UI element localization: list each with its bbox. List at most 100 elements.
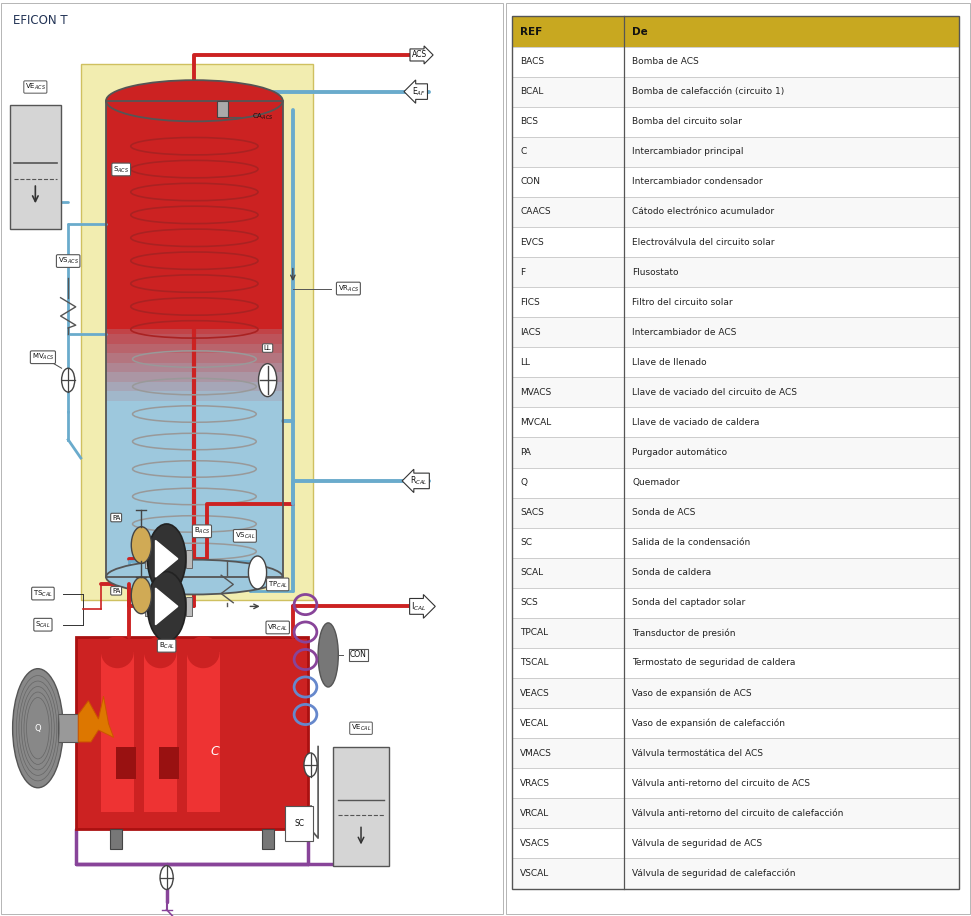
Bar <box>144 652 177 812</box>
Bar <box>106 370 283 382</box>
Text: VEACS: VEACS <box>520 689 550 698</box>
Bar <box>106 399 283 410</box>
Bar <box>285 806 313 841</box>
Bar <box>512 708 959 738</box>
Bar <box>512 497 959 528</box>
Bar <box>512 317 959 347</box>
Text: BCAL: BCAL <box>520 87 544 96</box>
Text: Bomba del circuito solar: Bomba del circuito solar <box>632 117 742 126</box>
Text: Válvula anti-retorno del circuito de calefacción: Válvula anti-retorno del circuito de cal… <box>632 809 844 818</box>
Bar <box>512 799 959 828</box>
Bar <box>261 829 274 849</box>
Bar <box>512 77 959 106</box>
Bar <box>76 637 308 829</box>
Bar <box>512 136 959 167</box>
Text: F: F <box>520 267 525 277</box>
Circle shape <box>148 572 185 641</box>
Text: EVCS: EVCS <box>520 237 544 246</box>
Text: Válvula de seguridad de calefacción: Válvula de seguridad de calefacción <box>632 868 795 878</box>
Bar <box>186 652 219 812</box>
Text: C: C <box>520 147 526 157</box>
Text: Bomba de calefacción (circuito 1): Bomba de calefacción (circuito 1) <box>632 87 785 96</box>
Text: Flusostato: Flusostato <box>632 267 679 277</box>
Text: Filtro del circuito solar: Filtro del circuito solar <box>632 298 733 307</box>
Text: SCS: SCS <box>520 598 538 607</box>
Bar <box>106 313 283 324</box>
Bar <box>106 377 283 577</box>
Bar <box>218 101 228 117</box>
Bar <box>512 167 959 197</box>
Bar <box>106 380 283 391</box>
Text: VE$_{ACS}$: VE$_{ACS}$ <box>25 82 46 93</box>
Text: CON: CON <box>520 178 540 186</box>
Text: Termostato de seguridad de caldera: Termostato de seguridad de caldera <box>632 659 795 668</box>
Bar <box>185 550 192 568</box>
Text: CA$_{ACS}$: CA$_{ACS}$ <box>252 112 274 123</box>
Ellipse shape <box>13 669 63 788</box>
Bar <box>512 467 959 497</box>
Bar <box>146 597 151 616</box>
Bar <box>106 101 283 577</box>
Bar <box>146 550 151 568</box>
Text: TP$_{CAL}$: TP$_{CAL}$ <box>268 579 287 590</box>
Text: B$_{ACS}$: B$_{ACS}$ <box>193 526 211 537</box>
Text: VR$_{CAL}$: VR$_{CAL}$ <box>267 622 288 633</box>
Text: IACS: IACS <box>520 328 541 337</box>
Bar <box>117 747 136 779</box>
Text: Bomba de ACS: Bomba de ACS <box>632 57 699 66</box>
Text: Q: Q <box>35 724 41 733</box>
Text: VMACS: VMACS <box>520 748 552 758</box>
Bar <box>512 678 959 708</box>
Bar <box>512 47 959 77</box>
Text: Purgador automático: Purgador automático <box>632 448 727 457</box>
Text: VECAL: VECAL <box>520 719 550 727</box>
Bar <box>110 829 122 849</box>
Text: Llave de vaciado de caldera: Llave de vaciado de caldera <box>632 418 759 427</box>
Text: ACS: ACS <box>412 50 426 60</box>
Bar <box>106 333 283 344</box>
Text: Sonda de ACS: Sonda de ACS <box>632 508 695 518</box>
Text: I$_{CAL}$: I$_{CAL}$ <box>412 600 427 613</box>
Text: Sonda de caldera: Sonda de caldera <box>632 568 712 577</box>
Text: Válvula anti-retorno del circuito de ACS: Válvula anti-retorno del circuito de ACS <box>632 779 810 788</box>
Bar <box>512 287 959 317</box>
Text: SACS: SACS <box>520 508 544 518</box>
Text: R$_{CAL}$: R$_{CAL}$ <box>411 474 428 487</box>
Text: VS$_{CAL}$: VS$_{CAL}$ <box>235 530 255 541</box>
Bar <box>512 227 959 257</box>
Circle shape <box>131 527 151 563</box>
Circle shape <box>148 524 185 594</box>
Bar <box>512 648 959 678</box>
Bar <box>10 105 60 229</box>
Bar <box>106 342 283 354</box>
Text: SC: SC <box>520 539 532 547</box>
Text: VRACS: VRACS <box>520 779 551 788</box>
Text: S$_{CAL}$: S$_{CAL}$ <box>35 619 50 630</box>
Bar <box>333 747 388 866</box>
Text: VE$_{CAL}$: VE$_{CAL}$ <box>351 723 371 734</box>
Text: Intercambiador condensador: Intercambiador condensador <box>632 178 763 186</box>
Text: PA: PA <box>112 588 120 594</box>
Circle shape <box>249 556 267 589</box>
Bar <box>512 16 959 47</box>
Text: TPCAL: TPCAL <box>520 628 549 638</box>
Bar <box>512 257 959 287</box>
Text: LL: LL <box>520 358 530 366</box>
Bar <box>512 347 959 377</box>
Text: De: De <box>632 27 648 37</box>
Bar <box>81 64 313 600</box>
Bar <box>512 738 959 769</box>
Text: CAACS: CAACS <box>520 207 551 216</box>
Text: SCAL: SCAL <box>520 568 544 577</box>
Bar <box>512 588 959 618</box>
Text: Quemador: Quemador <box>632 478 680 487</box>
Bar <box>106 352 283 363</box>
Bar <box>106 389 283 401</box>
Polygon shape <box>79 696 114 742</box>
Circle shape <box>160 866 173 889</box>
Text: VS$_{ACS}$: VS$_{ACS}$ <box>57 256 79 267</box>
Text: Llave de llenado: Llave de llenado <box>632 358 707 366</box>
Text: PA: PA <box>520 448 531 457</box>
Circle shape <box>61 368 75 392</box>
Text: C: C <box>211 745 219 758</box>
